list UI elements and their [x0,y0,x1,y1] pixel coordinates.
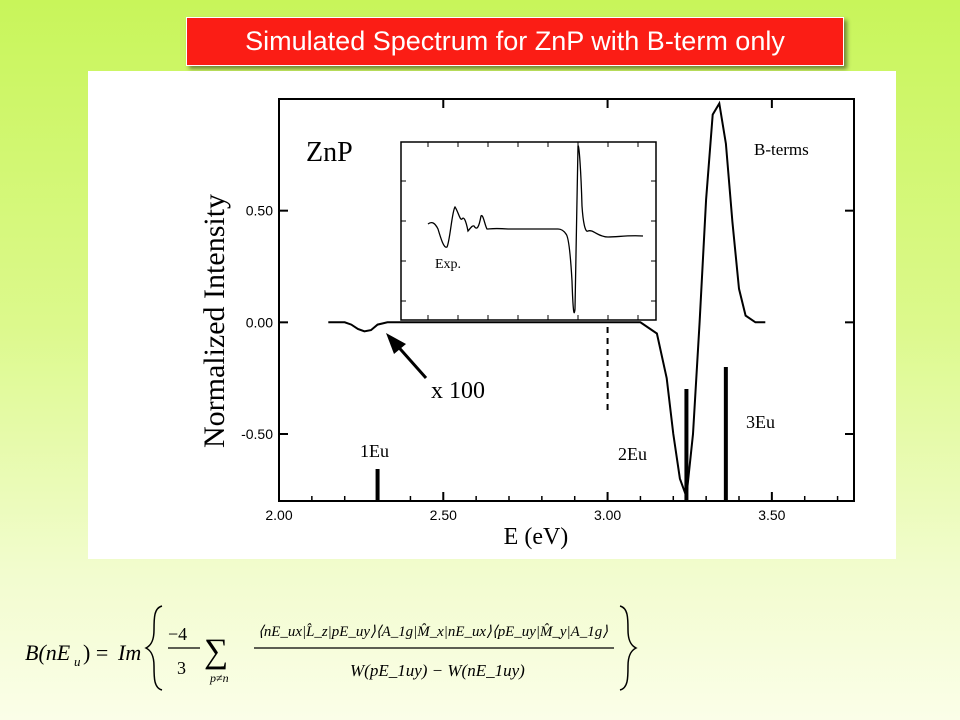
formula-numerator: ⟨nE_ux|L̂_z|pE_uy⟩⟨A_1g|M̂_x|nE_ux⟩⟨pE_u… [258,624,608,640]
y-tick-label: 0.50 [246,203,273,219]
transition-sticks [375,367,728,501]
x-tick-label: 2.00 [265,507,292,523]
x-axis-ticks: 2.00 2.50 3.00 3.50 [265,99,839,523]
x-tick-label: 2.50 [430,507,457,523]
slide-title: Simulated Spectrum for ZnP with B-term o… [186,17,844,66]
spectrum-chart-panel: 0.50 0.00 -0.50 2.00 2.50 3.00 3.50 ZnP B-ter… [88,71,896,559]
formula-graphic: B(nE u ) = Im −4 3 ∑ p≠n ⟨nE_ux|L̂_z|pE_… [25,605,638,691]
x-axis-label: E (eV) [504,524,569,550]
y-axis-ticks: 0.50 0.00 -0.50 [241,203,854,442]
formula-denominator: W(pE_1uy) − W(nE_1uy) [350,661,525,680]
right-brace-icon [619,605,638,691]
series-label: B-terms [754,140,809,159]
inset-plot: Exp. [400,141,657,321]
left-brace-icon [144,605,163,691]
transition-label-3eu: 3Eu [746,412,775,432]
plot-frame [278,98,855,502]
formula-lhs-close: ) = [83,640,108,665]
inset-experimental-line [427,145,644,314]
chart-title: ZnP [306,137,353,168]
formula-sum-sub: p≠n [209,671,229,685]
transition-label-1eu: 1Eu [360,441,389,461]
formula-lhs-sub: u [74,654,81,669]
spectrum-line [328,100,766,497]
annotation-x100: x 100 [431,378,485,404]
y-tick-label: -0.50 [241,426,273,442]
y-tick-label: 0.00 [246,314,273,330]
x100-arrow-icon [386,333,428,379]
formula-sum-icon: ∑ [204,633,228,670]
formula-coef-den: 3 [177,658,186,678]
transition-label-2eu: 2Eu [618,444,647,464]
x-tick-label: 3.00 [594,507,621,523]
formula-coef-num: −4 [168,624,187,644]
formula-lhs: B(nE [25,640,71,665]
spectrum-chart: 0.50 0.00 -0.50 2.00 2.50 3.00 3.50 ZnP B-ter… [198,98,855,550]
inset-label: Exp. [435,257,461,272]
formula-im: Im [117,640,141,665]
y-axis-label: Normalized Intensity [198,194,231,448]
x-tick-label: 3.50 [758,507,785,523]
b-term-formula: B(nE u ) = Im −4 3 ∑ p≠n ⟨nE_ux|L̂_z|pE_… [22,596,642,696]
